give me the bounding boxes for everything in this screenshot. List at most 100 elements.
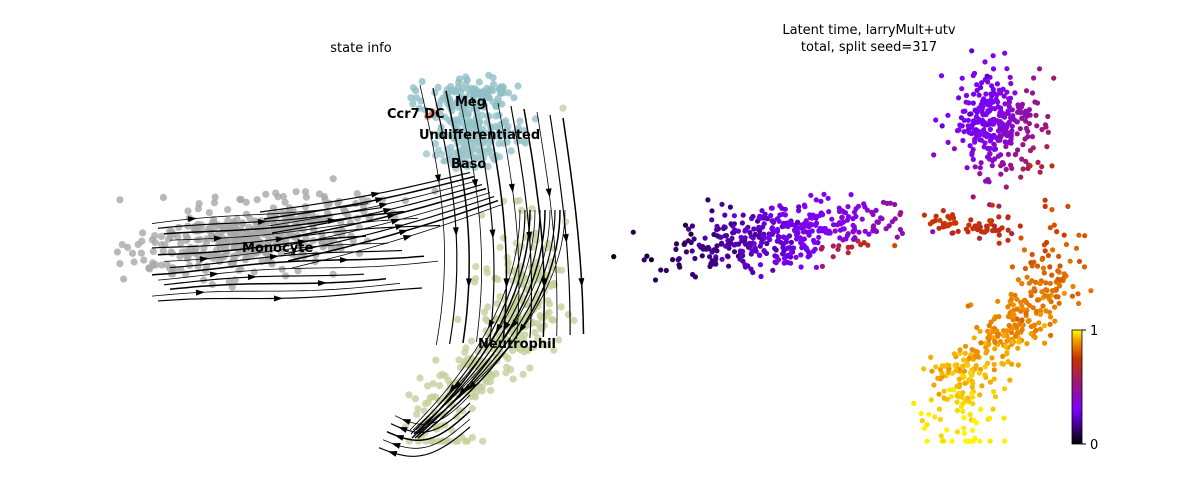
latent-time-point xyxy=(977,392,983,398)
latent-time-point xyxy=(747,229,753,236)
cell-point-neutrophil xyxy=(526,364,534,372)
streamline xyxy=(163,273,365,286)
latent-time-point xyxy=(951,146,958,152)
latent-time-point xyxy=(1001,93,1007,99)
streamline-arrow xyxy=(562,233,569,244)
latent-time-point xyxy=(776,257,782,263)
latent-time-point xyxy=(776,218,782,224)
cell-point-meg xyxy=(447,86,455,95)
latent-time-point xyxy=(1045,293,1051,299)
cell-point-monocyte xyxy=(281,198,289,206)
streamline xyxy=(523,108,545,338)
cell-point-neutrophil xyxy=(507,366,515,374)
latent-time-point xyxy=(1065,203,1071,209)
latent-time-point xyxy=(851,224,857,230)
cell-point-monocyte xyxy=(224,206,232,214)
cell-point-neutrophil xyxy=(484,303,492,311)
latent-time-point xyxy=(998,90,1004,96)
streamline-arrow xyxy=(452,227,459,237)
streamline-arrow xyxy=(394,435,405,441)
cell-point-monocyte xyxy=(221,221,229,229)
latent-time-point xyxy=(848,192,854,198)
latent-time-point xyxy=(1014,131,1020,137)
latent-time-point xyxy=(784,245,791,251)
latent-time-point xyxy=(806,232,812,238)
latent-time-point xyxy=(991,223,998,229)
latent-time-point xyxy=(731,249,738,255)
latent-time-point xyxy=(837,227,844,233)
latent-time-point xyxy=(770,267,776,273)
latent-time-point xyxy=(1021,247,1027,253)
latent-time-point xyxy=(945,139,951,145)
cell-point-neutrophil xyxy=(414,405,422,413)
cell-point-neutrophil xyxy=(451,437,459,445)
latent-time-point xyxy=(989,136,995,142)
latent-time-point xyxy=(870,224,876,230)
cell-point-neutrophil xyxy=(570,316,578,325)
cell-point-neutrophil xyxy=(492,370,500,378)
latent-time-point xyxy=(1034,263,1041,269)
latent-time-point xyxy=(1070,283,1076,290)
streamline-arrow xyxy=(391,443,401,449)
cell-point-meg xyxy=(418,77,426,86)
latent-time-point xyxy=(1056,253,1062,259)
latent-time-point xyxy=(976,235,983,241)
cell-point-neutrophil xyxy=(521,331,529,339)
latent-time-point xyxy=(813,222,819,228)
cell-point-undifferentiated xyxy=(516,117,524,125)
cell-point-undifferentiated xyxy=(532,115,540,123)
latent-time-point xyxy=(1044,239,1050,246)
latent-time-point xyxy=(973,114,980,120)
latent-time-point xyxy=(945,223,951,229)
cell-point-neutrophil xyxy=(550,346,558,354)
cell-point-neutrophil xyxy=(420,407,428,415)
cell-point-monocyte xyxy=(344,211,352,219)
cell-point-neutrophil xyxy=(564,310,573,319)
cell-point-baso xyxy=(470,139,478,147)
latent-time-point xyxy=(725,254,731,260)
latent-time-point xyxy=(987,438,993,444)
latent-time-point xyxy=(1043,124,1049,130)
cell-point-monocyte xyxy=(140,256,148,264)
cell-point-undifferentiated xyxy=(432,114,440,122)
streamline xyxy=(419,84,445,346)
latent-time-point xyxy=(1069,293,1075,299)
latent-time-point xyxy=(931,152,937,158)
latent-time-point xyxy=(739,220,746,226)
latent-time-point xyxy=(976,92,982,98)
latent-time-point xyxy=(799,222,805,228)
cell-point-neutrophil xyxy=(517,243,525,251)
latent-time-point xyxy=(740,212,746,218)
latent-time-point xyxy=(1042,203,1048,209)
cell-point-neutrophil xyxy=(532,237,540,245)
cell-point-monocyte xyxy=(149,247,157,256)
latent-time-point xyxy=(970,194,976,200)
streamline xyxy=(151,255,425,276)
latent-time-point xyxy=(977,328,983,334)
cell-point-monocyte xyxy=(177,239,185,247)
latent-time-point xyxy=(1015,362,1022,368)
latent-time-point xyxy=(1056,300,1062,306)
latent-time-point xyxy=(963,438,969,444)
latent-time-point xyxy=(865,242,871,248)
latent-time-point xyxy=(1028,289,1034,295)
latent-time-point xyxy=(855,238,861,244)
cell-point-baso xyxy=(438,150,446,158)
cell-point-neutrophil xyxy=(525,213,533,221)
latent-time-point xyxy=(984,134,990,140)
streamline-arrow xyxy=(463,384,472,393)
cell-point-monocyte xyxy=(211,193,219,201)
cell-point-neutrophil xyxy=(496,243,504,251)
latent-time-point xyxy=(936,391,942,397)
latent-time-point xyxy=(956,95,962,101)
latent-time-point xyxy=(1051,75,1057,81)
latent-time-point xyxy=(1037,281,1043,287)
latent-time-point xyxy=(1030,305,1036,311)
streamline-arrow xyxy=(386,213,397,220)
latent-time-point xyxy=(757,262,764,268)
latent-time-point xyxy=(984,348,990,354)
cell-point-monocyte xyxy=(401,197,409,205)
cell-point-baso xyxy=(484,162,492,170)
latent-time-point xyxy=(798,264,804,270)
cell-point-neutrophil xyxy=(530,343,538,352)
